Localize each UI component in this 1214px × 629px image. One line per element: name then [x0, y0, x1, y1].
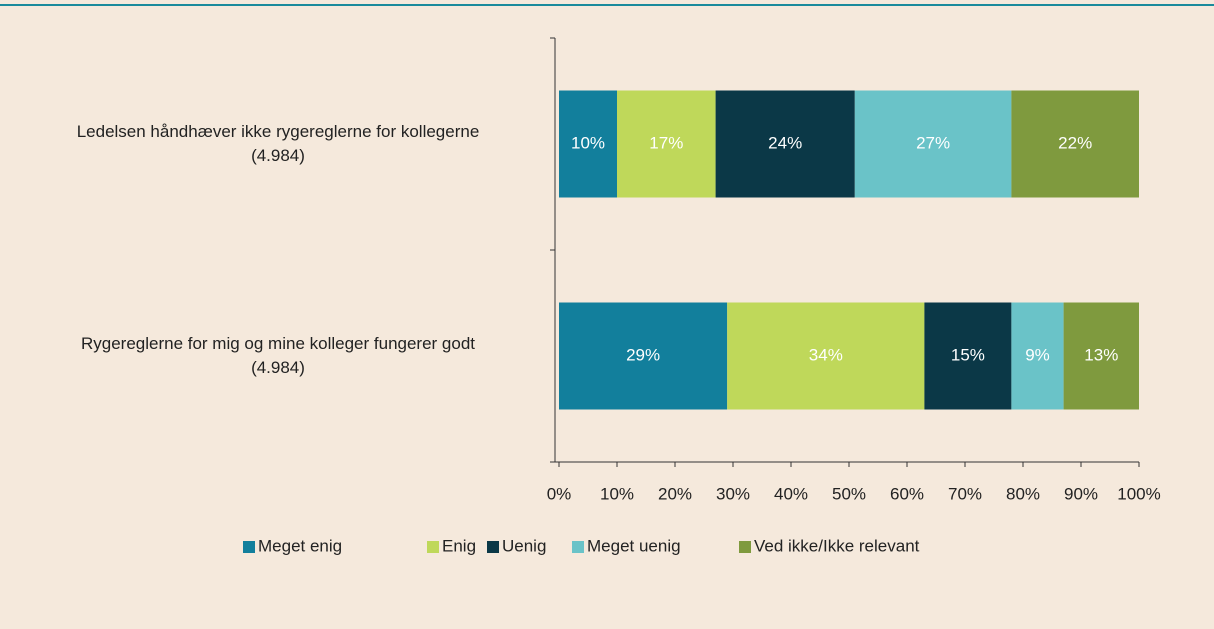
- bar-segment: [924, 302, 1012, 410]
- value-label: 24%: [768, 133, 802, 152]
- x-tick-label: 40%: [774, 484, 808, 503]
- top-rule: [0, 4, 1214, 6]
- x-tick-label: 60%: [890, 484, 924, 503]
- value-label: 22%: [1058, 133, 1092, 152]
- value-label: 15%: [951, 345, 985, 364]
- value-label: 17%: [649, 133, 683, 152]
- x-tick-label: 0%: [547, 484, 572, 503]
- legend-swatch: [427, 541, 439, 553]
- legend-swatch: [739, 541, 751, 553]
- bar-segment: [1011, 90, 1139, 198]
- x-tick-label: 80%: [1006, 484, 1040, 503]
- bar-segment: [854, 90, 1012, 198]
- bar-segment: [1063, 302, 1139, 410]
- bar-segment: [559, 90, 617, 198]
- legend-label: Uenig: [502, 536, 546, 555]
- value-label: 13%: [1084, 345, 1118, 364]
- bar-segment: [727, 302, 925, 410]
- x-tick-label: 10%: [600, 484, 634, 503]
- bar-segment: [617, 90, 716, 198]
- value-label: 34%: [809, 345, 843, 364]
- value-label: 10%: [571, 133, 605, 152]
- category-label: Rygereglerne for mig og mine kolleger fu…: [80, 334, 476, 377]
- x-tick-label: 70%: [948, 484, 982, 503]
- bar-segment: [1011, 302, 1064, 410]
- x-tick-label: 50%: [832, 484, 866, 503]
- value-label: 29%: [626, 345, 660, 364]
- bar-segment: [715, 90, 855, 198]
- value-label: 9%: [1025, 345, 1050, 364]
- x-tick-label: 30%: [716, 484, 750, 503]
- legend-swatch: [243, 541, 255, 553]
- category-label: Ledelsen håndhæver ikke rygereglerne for…: [76, 122, 480, 165]
- legend-swatch: [572, 541, 584, 553]
- legend-label: Ved ikke/Ikke relevant: [754, 536, 920, 555]
- legend-label: Meget enig: [258, 536, 342, 555]
- bar-segment: [559, 302, 728, 410]
- value-label: 27%: [916, 133, 950, 152]
- x-tick-label: 20%: [658, 484, 692, 503]
- legend-swatch: [487, 541, 499, 553]
- legend-label: Meget uenig: [587, 536, 681, 555]
- x-tick-label: 100%: [1117, 484, 1160, 503]
- x-tick-label: 90%: [1064, 484, 1098, 503]
- legend-label: Enig: [442, 536, 476, 555]
